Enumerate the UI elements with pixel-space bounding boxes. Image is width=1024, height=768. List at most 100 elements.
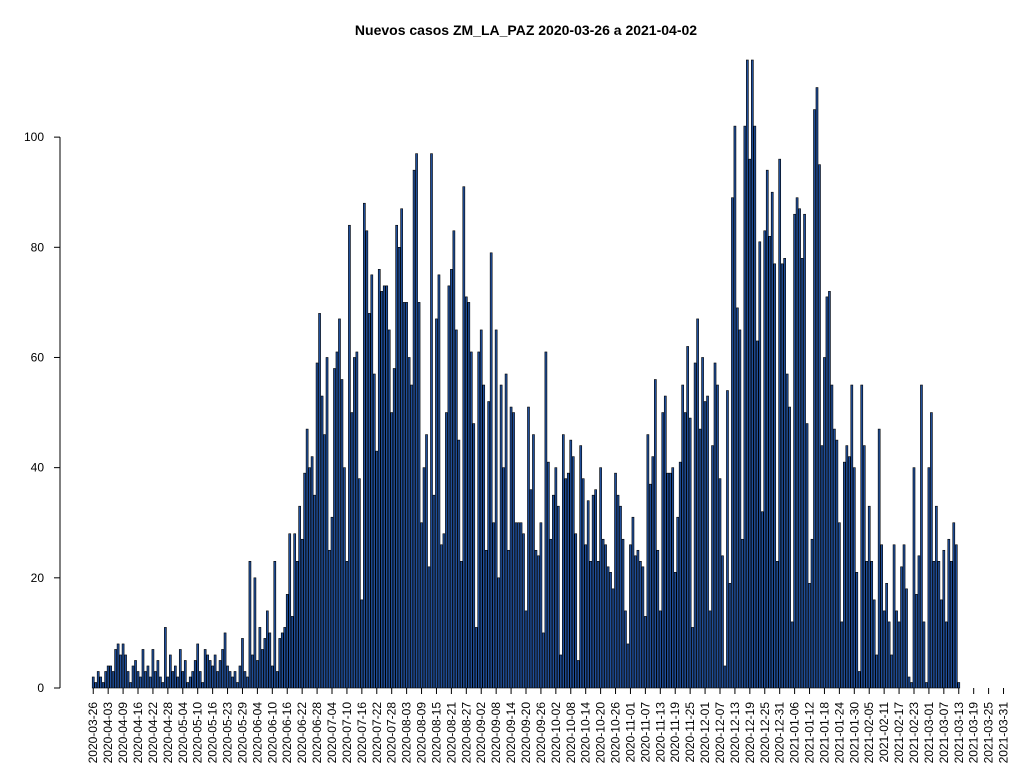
bar (372, 373, 376, 689)
chart-title: Nuevos casos ZM_LA_PAZ 2020-03-26 a 2021… (354, 22, 698, 38)
bar (554, 467, 558, 689)
x-tick-label: 2021-01-24 (832, 702, 846, 764)
bar (668, 472, 672, 689)
x-tick-label: 2020-04-28 (161, 702, 175, 764)
bar (208, 660, 212, 689)
bar (708, 610, 712, 689)
bar (420, 522, 423, 689)
bar (111, 671, 115, 689)
bar (639, 560, 642, 689)
bar (641, 566, 645, 689)
bar (340, 379, 344, 689)
bar (803, 213, 806, 689)
bar (954, 544, 958, 689)
bar (241, 638, 244, 689)
bar (860, 384, 864, 689)
bar (164, 627, 167, 689)
bar (430, 153, 433, 689)
bar (330, 516, 334, 689)
bar (129, 682, 132, 689)
bar (415, 153, 418, 689)
bar (392, 368, 396, 689)
bar (290, 616, 294, 689)
bar (266, 610, 269, 689)
bar (174, 665, 177, 689)
bar (900, 566, 903, 689)
bar (887, 621, 891, 689)
bar (410, 384, 413, 689)
bar (348, 224, 351, 689)
bar (114, 649, 117, 689)
bar (497, 577, 500, 689)
bar (917, 555, 921, 689)
bar (315, 362, 319, 689)
bar (716, 384, 719, 689)
bar (124, 654, 127, 689)
bar (552, 494, 555, 689)
bar (169, 654, 172, 689)
bar (788, 406, 791, 689)
bar (186, 682, 190, 689)
x-tick-label: 2020-06-28 (310, 702, 324, 764)
bar (564, 478, 568, 689)
bar (810, 538, 814, 689)
bar (875, 654, 878, 689)
bar (589, 560, 592, 689)
x-tick-label: 2020-12-13 (728, 702, 742, 764)
bar (94, 682, 98, 689)
bar (840, 621, 844, 689)
bar (636, 549, 640, 689)
bar (805, 423, 809, 689)
x-tick-label: 2020-04-22 (146, 702, 160, 764)
bar (576, 660, 580, 689)
bar (310, 456, 314, 689)
bar (514, 522, 518, 689)
bar (492, 522, 495, 689)
bar (746, 59, 749, 689)
x-tick-label: 2020-09-02 (474, 702, 488, 764)
bar (542, 632, 545, 689)
y-axis: 0 20 40 60 80 100 (24, 130, 61, 695)
bar (865, 560, 869, 689)
bar (949, 560, 953, 689)
bar (460, 560, 463, 689)
bar (547, 461, 550, 689)
bar (236, 682, 239, 689)
bar (283, 627, 287, 689)
bar (355, 351, 359, 689)
bar (238, 665, 242, 689)
bar (676, 516, 680, 689)
bar (328, 549, 331, 689)
bar (619, 505, 622, 689)
bar (201, 682, 205, 689)
x-axis: 2020-03-26 2020-04-03 2020-04-09 2020-04-16… (86, 688, 1011, 764)
bar (877, 428, 881, 689)
bar (835, 439, 839, 689)
bar (477, 351, 481, 689)
y-tick-label: 20 (31, 571, 45, 585)
y-tick-label: 0 (37, 681, 44, 695)
x-tick-label: 2020-06-04 (250, 702, 264, 764)
x-tick-label: 2021-01-18 (817, 702, 831, 764)
bar (181, 671, 185, 689)
bar (524, 610, 528, 689)
bar (99, 676, 103, 689)
bar (218, 660, 222, 689)
bar (139, 676, 142, 689)
bar (703, 401, 707, 689)
bar (360, 599, 364, 689)
bar (743, 125, 747, 689)
bar (482, 384, 486, 689)
bar (922, 621, 926, 689)
x-tick-label: 2020-09-14 (504, 702, 518, 764)
bar (738, 329, 742, 689)
x-tick-label: 2021-03-19 (967, 702, 981, 764)
bar (532, 434, 535, 689)
x-tick-label: 2020-11-19 (668, 702, 682, 763)
x-tick-label: 2020-10-14 (579, 702, 593, 764)
x-tick-label: 2020-08-27 (459, 702, 473, 764)
bar (937, 560, 941, 689)
bar (838, 522, 841, 689)
bar (484, 549, 488, 689)
bar (857, 671, 861, 689)
